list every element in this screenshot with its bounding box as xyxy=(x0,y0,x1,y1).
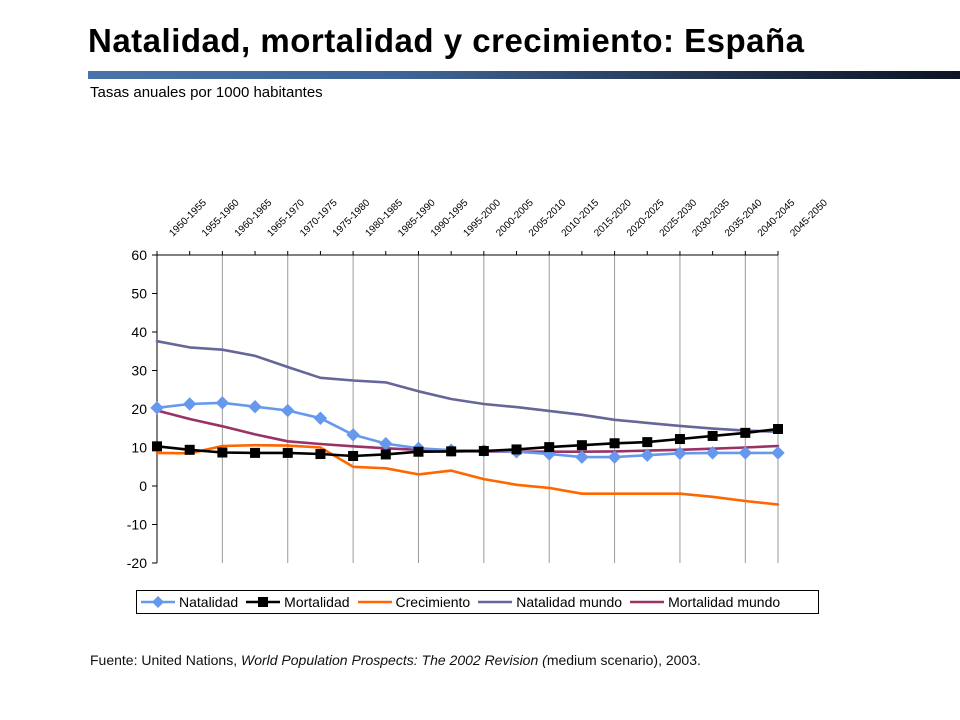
x-axis-tick-labels: 1950-19551955-19601960-19651965-19701970… xyxy=(167,197,830,239)
data-point xyxy=(773,424,783,435)
legend-label: Mortalidad xyxy=(284,594,350,610)
data-point xyxy=(642,437,653,448)
data-point xyxy=(215,396,230,410)
data-point xyxy=(609,438,620,449)
data-point xyxy=(250,447,261,458)
y-tick-label: -20 xyxy=(127,555,147,571)
data-point xyxy=(575,450,589,464)
legend-swatch-marker xyxy=(152,596,164,608)
y-tick-label: 40 xyxy=(131,324,147,340)
data-point xyxy=(738,446,753,460)
data-point xyxy=(511,444,522,455)
legend-label: Natalidad xyxy=(179,594,239,610)
slide-title: Natalidad, mortalidad y crecimiento: Esp… xyxy=(88,22,805,59)
data-point xyxy=(771,446,785,460)
legend-swatch xyxy=(357,600,392,604)
chart-legend: Natalidad Mortalidad Crecimiento Natalidad … xyxy=(136,590,819,614)
y-tick-label: 50 xyxy=(131,286,147,302)
data-point xyxy=(607,450,622,464)
data-point xyxy=(248,399,262,414)
legend-label: Natalidad mundo xyxy=(516,594,623,610)
data-point xyxy=(150,401,164,415)
legend-swatch xyxy=(141,596,175,608)
source-suffix: , 2003. xyxy=(658,652,701,668)
y-axis-tick-labels: 60 50 40 30 20 10 0 -10 -20 xyxy=(127,247,147,571)
legend-swatch xyxy=(630,600,665,604)
data-point xyxy=(478,445,489,456)
data-point xyxy=(346,428,360,442)
data-point xyxy=(640,448,654,462)
series-crecimiento xyxy=(155,443,780,506)
data-point xyxy=(217,447,228,458)
data-point xyxy=(182,397,197,411)
data-point xyxy=(576,440,587,451)
series-line xyxy=(155,443,780,506)
data-point xyxy=(282,447,293,458)
data-point xyxy=(740,427,751,438)
y-tick-label: 0 xyxy=(139,478,147,494)
series-natalidad-mundo xyxy=(155,339,780,434)
source-prefix: Fuente: United Nations, xyxy=(90,652,241,668)
legend-swatch xyxy=(246,597,281,607)
y-tick-label: 30 xyxy=(131,363,147,379)
data-point xyxy=(348,450,359,461)
source-scenario: medium scenario) xyxy=(546,652,659,668)
data-point xyxy=(380,449,391,460)
legend-item: Mortalidad xyxy=(244,594,350,610)
vertical-gridlines xyxy=(221,255,779,563)
y-tick-label: -10 xyxy=(127,517,147,533)
data-point xyxy=(446,446,457,457)
data-point xyxy=(705,446,720,460)
data-point xyxy=(544,442,555,453)
data-point xyxy=(315,449,326,460)
legend-item: Mortalidad mundo xyxy=(628,594,780,610)
data-point xyxy=(413,446,424,457)
data-point xyxy=(707,430,718,441)
y-tick-label: 10 xyxy=(131,440,147,456)
legend-label: Mortalidad mundo xyxy=(668,594,781,610)
legend-item: Crecimiento xyxy=(356,594,471,610)
legend-swatch xyxy=(478,600,513,604)
data-point xyxy=(673,446,687,460)
source-note: Fuente: United Nations, World Population… xyxy=(90,652,701,668)
legend-item: Natalidad mundo xyxy=(476,594,622,610)
y-tick-label: 60 xyxy=(131,247,147,263)
series-line xyxy=(155,339,780,434)
chart-axes xyxy=(152,251,779,564)
data-point xyxy=(674,434,685,445)
legend-item: Natalidad xyxy=(139,594,238,610)
data-point xyxy=(281,403,295,418)
title-underline-bar xyxy=(88,71,960,79)
series-layer xyxy=(150,339,785,506)
series-mortalidad xyxy=(152,424,783,461)
y-tick-label: 20 xyxy=(131,401,147,417)
series-line xyxy=(155,427,780,458)
legend-swatch-marker xyxy=(258,597,269,607)
data-point xyxy=(313,411,328,425)
chart-subtitle: Tasas anuales por 1000 habitantes xyxy=(90,84,323,101)
data-point xyxy=(184,444,195,455)
source-work-title: World Population Prospects: The 2002 Rev… xyxy=(240,652,547,668)
legend-label: Crecimiento xyxy=(395,594,471,610)
data-point xyxy=(152,441,162,452)
